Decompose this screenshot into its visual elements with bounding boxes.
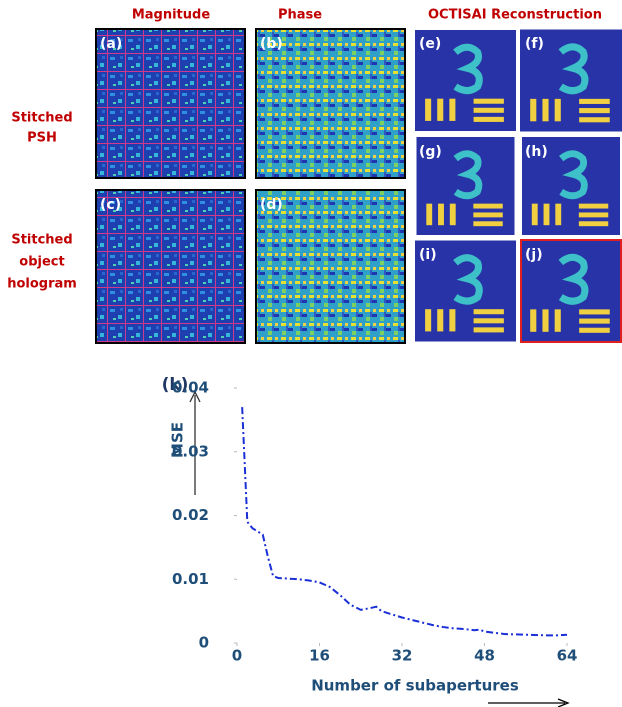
y-tick-label: 0.01 — [172, 570, 209, 588]
row-label: object — [19, 255, 64, 270]
panel-label: (g) — [419, 144, 442, 160]
panel-label: (h) — [525, 144, 548, 160]
y-tick-label: 0.02 — [172, 506, 209, 524]
column-header: Magnitude — [132, 8, 211, 23]
column-header: Phase — [278, 8, 322, 23]
x-tick-label: 16 — [309, 647, 330, 665]
panel-label: (a) — [100, 36, 122, 52]
row-label: Stitched — [11, 233, 72, 248]
row-label: PSH — [27, 131, 57, 146]
x-tick-label: 0 — [232, 647, 242, 665]
data-line — [242, 407, 567, 635]
axis-arrow — [488, 699, 568, 707]
y-tick-label: 0.04 — [172, 379, 209, 397]
column-header: OCTISAI Reconstruction — [428, 8, 602, 23]
row-label: hologram — [7, 277, 77, 292]
panel-label: (c) — [100, 197, 121, 213]
x-tick-label: 32 — [392, 647, 413, 665]
x-axis-label: Number of subapertures — [311, 677, 519, 695]
x-tick-label: 64 — [557, 647, 578, 665]
row-label: Stitched — [11, 111, 72, 126]
panel-label: (e) — [419, 36, 441, 52]
panel-label: (f) — [525, 36, 544, 52]
panel-label: (b) — [260, 36, 283, 52]
y-tick-label: 0 — [199, 634, 209, 652]
y-tick-label: 0.03 — [172, 442, 209, 460]
panel-label: (i) — [419, 247, 437, 263]
panel-label: (d) — [260, 197, 283, 213]
figure: Magnitude Phase OCTISAI Reconstruction S… — [0, 0, 622, 707]
x-tick-label: 48 — [474, 647, 495, 665]
panel-label: (j) — [525, 247, 543, 263]
